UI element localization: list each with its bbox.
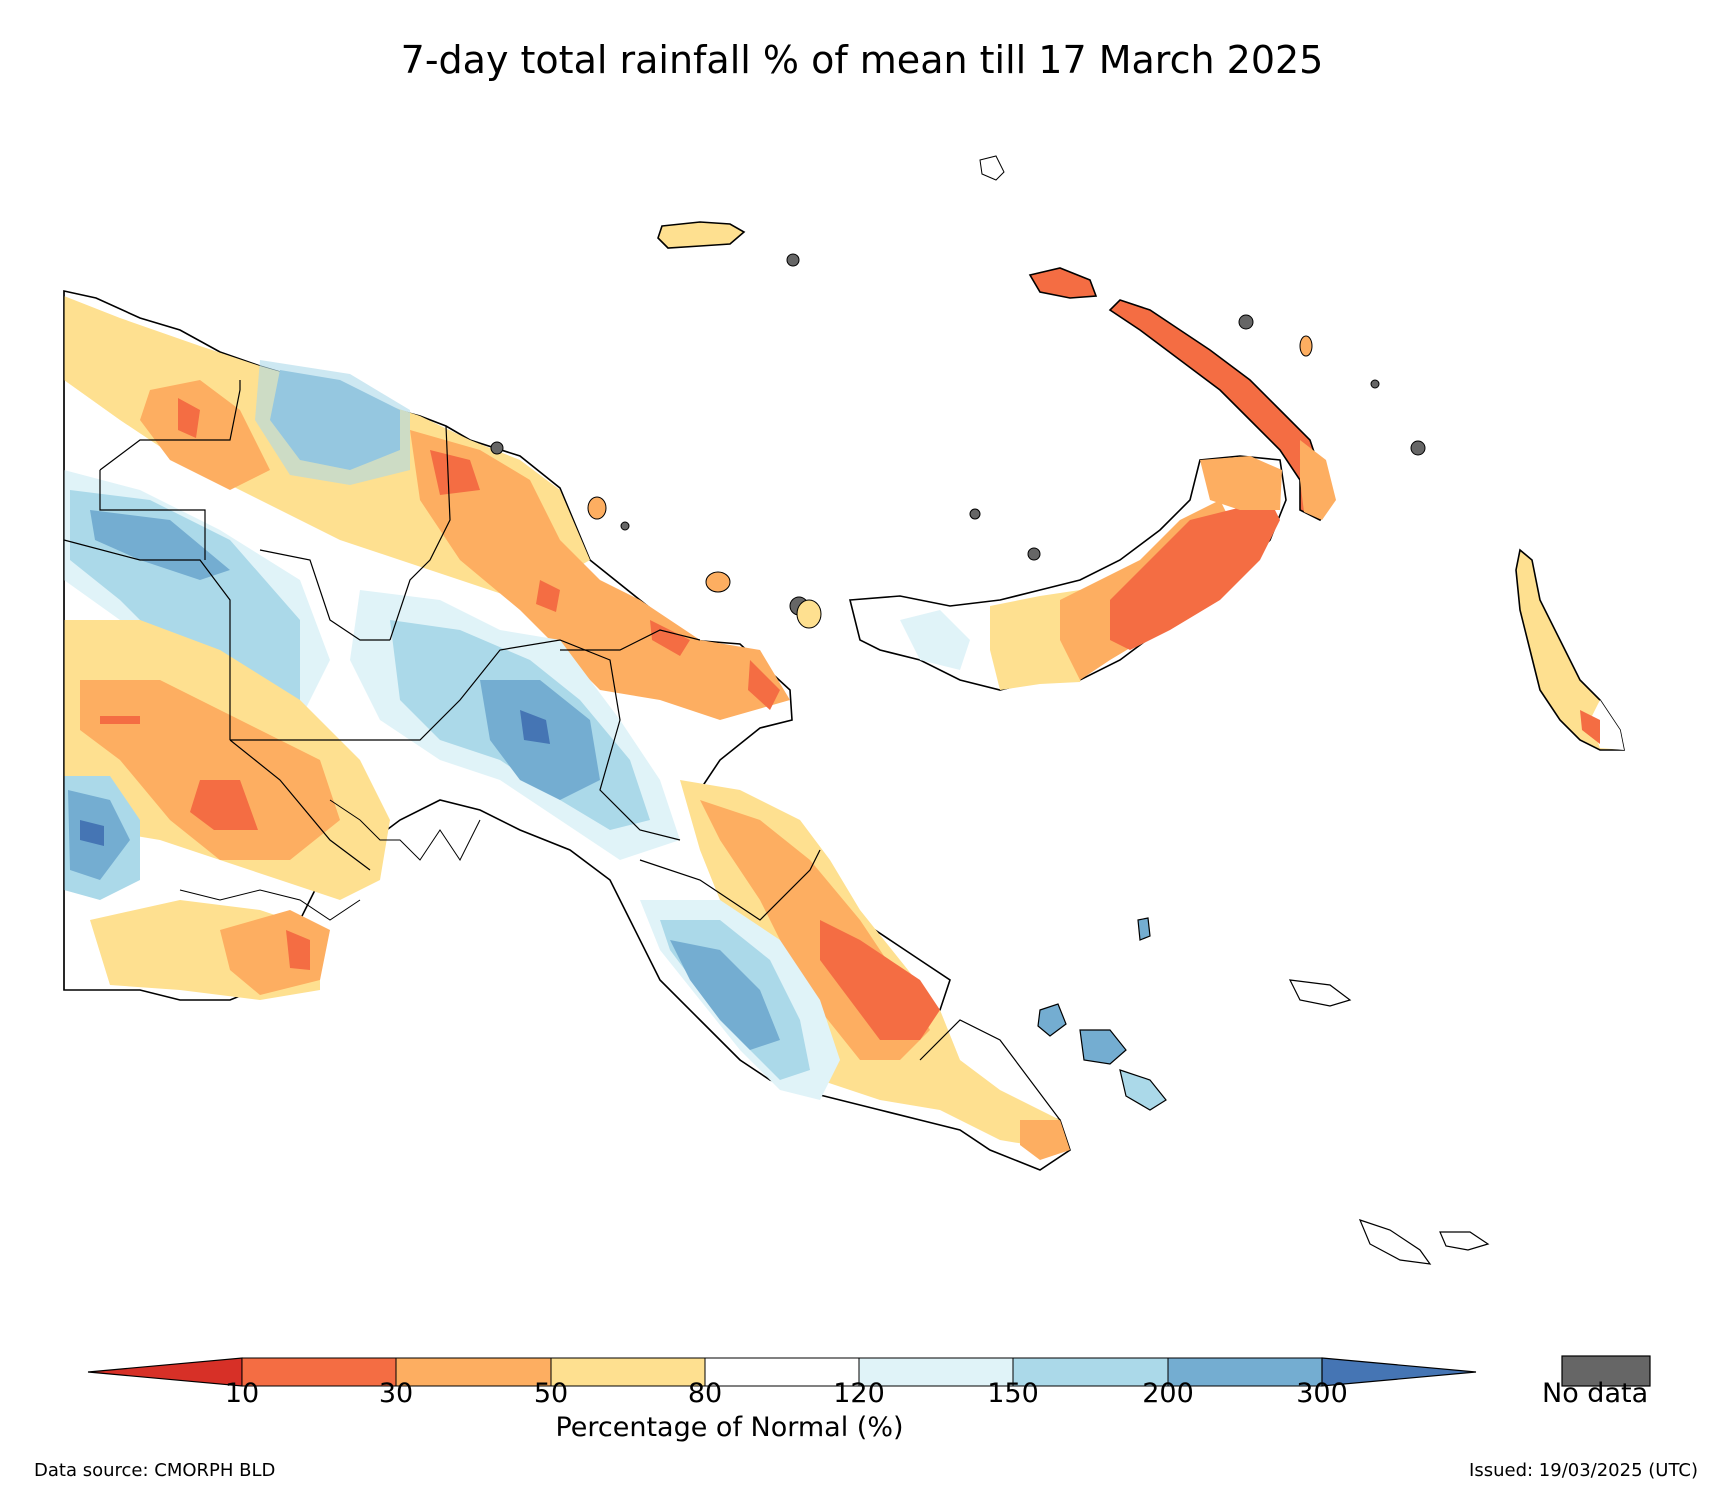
zone-10-30-sw — [190, 780, 258, 830]
no-data-islands — [490, 253, 1426, 616]
nb-lightblue — [900, 610, 970, 670]
zone-blue-se-2 — [670, 940, 780, 1050]
zone-30-50-s — [220, 910, 330, 995]
tick-80: 80 — [687, 1378, 723, 1409]
small-islands — [587, 155, 1313, 629]
nb-orange-east — [1200, 456, 1282, 510]
colorbar-extend-high — [1321, 1357, 1477, 1387]
zone-30-50-ne — [410, 430, 790, 720]
fergusson — [1079, 1029, 1127, 1065]
zone-30-50-se-tip — [1020, 1120, 1070, 1160]
zone-10-30-ne3 — [650, 620, 690, 656]
tick-300: 300 — [1296, 1378, 1348, 1409]
zone-darkblue-sw — [80, 820, 104, 846]
new-britain — [848, 455, 1287, 691]
tick-30: 30 — [378, 1378, 414, 1409]
new-ireland-south — [1300, 440, 1336, 520]
south-coast-detail — [179, 889, 361, 921]
colorbar-seg-50-80 — [550, 1357, 706, 1387]
zone-10-30-ne4 — [748, 660, 780, 710]
colorbar — [87, 1355, 1651, 1387]
map-title: 7-day total rainfall % of mean till 17 M… — [400, 38, 1324, 82]
zone-lightblue-north — [255, 360, 410, 485]
rossel — [1439, 1231, 1490, 1251]
province-borders — [63, 291, 1061, 1121]
bougainville-red — [1580, 710, 1600, 744]
zone-10-30-s — [286, 930, 310, 970]
goodenough — [1037, 1003, 1067, 1037]
zone-30-50-sw — [80, 680, 340, 860]
trobriand — [1137, 917, 1151, 941]
issued-date: Issued: 19/03/2025 (UTC) — [1469, 1460, 1698, 1481]
bougainville — [1515, 548, 1625, 751]
zone-10-30-ne2 — [536, 580, 560, 612]
zone-10-30-north — [178, 398, 200, 438]
tick-10: 10 — [224, 1378, 260, 1409]
colorbar-seg-30-50 — [395, 1357, 552, 1387]
zone-30-50-north — [140, 380, 270, 490]
fly-delta — [329, 799, 481, 861]
manus — [657, 221, 746, 249]
normanby — [1119, 1069, 1167, 1111]
zone-blue-west-3 — [90, 510, 230, 580]
tick-50: 50 — [533, 1378, 569, 1409]
zone-darkblue-central — [520, 710, 550, 744]
colorbar-seg-80-120 — [704, 1357, 860, 1387]
colorbar-label: Percentage of Normal (%) — [555, 1412, 904, 1443]
zone-10-30-sw2 — [100, 716, 140, 724]
colorbar-extend-low — [87, 1357, 243, 1387]
tick-150: 150 — [987, 1378, 1039, 1409]
zone-10-30-se — [820, 920, 940, 1040]
sudest — [1358, 1219, 1432, 1265]
data-source: Data source: CMORPH BLD — [34, 1460, 276, 1481]
tick-120: 120 — [833, 1378, 885, 1409]
new-hanover — [1028, 267, 1098, 299]
mainland — [63, 290, 1071, 1171]
colorbar-seg-10-30 — [241, 1357, 397, 1387]
no-data-swatch — [1561, 1355, 1651, 1387]
tick-200: 200 — [1142, 1378, 1194, 1409]
no-data-label: No data — [1542, 1378, 1649, 1409]
colorbar-seg-200-300 — [1167, 1357, 1323, 1387]
zone-10-30-ne — [430, 450, 480, 495]
nb-red — [1110, 500, 1280, 650]
woodlark — [1288, 979, 1352, 1007]
